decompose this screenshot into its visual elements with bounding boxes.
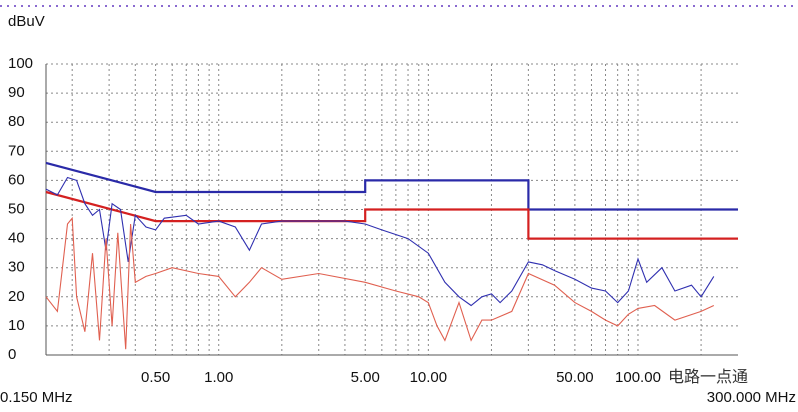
y-tick-label: 20 xyxy=(8,288,25,305)
x-start-label: 0.150 MHz xyxy=(0,389,73,406)
x-tick-label: 1.00 xyxy=(204,369,233,386)
y-tick-label: 30 xyxy=(8,259,25,276)
y-axis-label: dBuV xyxy=(8,13,45,30)
y-tick-label: 10 xyxy=(8,317,25,334)
watermark: 电路一点通 xyxy=(668,368,748,386)
x-tick-label: 100.00 xyxy=(615,369,661,386)
y-tick-label: 0 xyxy=(8,346,16,363)
x-tick-label: 50.00 xyxy=(556,369,594,386)
series-line xyxy=(45,216,715,350)
y-tick-label: 100 xyxy=(8,55,33,72)
series-line xyxy=(45,161,738,211)
y-tick-label: 60 xyxy=(8,171,25,188)
x-tick-label: 0.50 xyxy=(141,369,170,386)
y-tick-label: 50 xyxy=(8,200,25,217)
y-tick-label: 90 xyxy=(8,84,25,101)
x-tick-label: 5.00 xyxy=(351,369,380,386)
series-line xyxy=(45,176,715,307)
series-line xyxy=(45,190,738,240)
x-end-label: 300.000 MHz xyxy=(707,389,796,406)
y-tick-label: 80 xyxy=(8,113,25,130)
x-tick-label: 10.00 xyxy=(410,369,448,386)
y-tick-label: 70 xyxy=(8,142,25,159)
y-tick-label: 40 xyxy=(8,230,25,247)
